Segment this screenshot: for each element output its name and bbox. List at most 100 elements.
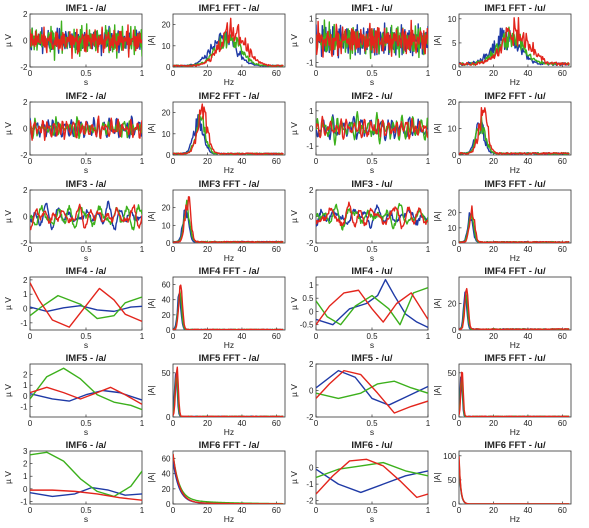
x-tick-label: 1 [426,506,431,515]
series-line-green [316,110,428,146]
x-tick-label: 0.5 [80,157,92,166]
y-tick-label: 60 [162,455,171,464]
y-tick-label: 0 [23,485,28,494]
axes-box [315,363,429,418]
x-tick-label: 40 [237,69,246,78]
y-tick-label: 60 [162,281,171,290]
subplot-title: IMF6 FFT - /a/ [199,440,260,451]
plot-area [316,19,428,60]
series-line-blue [316,278,428,328]
x-tick-label: 40 [237,157,246,166]
y-axis-label: |A| [432,385,442,395]
x-tick-label: 0 [28,332,33,341]
x-axis-label: Hz [510,253,520,263]
x-tick-label: 0 [457,419,462,428]
x-tick-label: 0.5 [80,332,92,341]
y-tick-label: 0 [309,387,314,396]
y-tick-label: 50 [448,369,457,378]
y-tick-label: -2 [306,239,314,248]
subplot-6-4: IMF6 FFT - /u/0 20 40 60 100 50 0 Hz |A| [432,440,572,524]
y-tick-label: 0 [452,151,457,160]
x-tick-label: 20 [489,419,498,428]
y-tick-label: 0 [166,326,171,335]
plot-area [459,17,570,67]
y-tick-label: 20 [162,311,171,320]
y-axis-label: µ V [3,122,13,135]
subplot-title: IMF1 FFT - /a/ [199,3,260,14]
x-tick-label: 20 [203,245,212,254]
subplot-title: IMF4 - /a/ [66,266,107,277]
series-line-green [316,461,428,479]
y-tick-label: 40 [162,470,171,479]
x-tick-label: 1 [426,157,431,166]
y-tick-label: 0 [452,500,457,509]
subplot-4-3: IMF4 - /u/0 0.5 110.50-0.5sµ V [289,266,431,350]
x-tick-label: 60 [558,419,567,428]
x-tick-label: 60 [272,69,281,78]
y-tick-label: 0 [23,37,28,46]
y-tick-label: 10 [448,224,457,233]
x-axis-label: Hz [224,165,234,175]
x-tick-label: 20 [203,69,212,78]
y-tick-label: -1 [20,402,28,411]
x-tick-label: 0.5 [366,506,378,515]
x-tick-label: 40 [523,419,532,428]
y-tick-label: 0 [166,500,171,509]
y-tick-label: 20 [448,209,457,218]
axes-box [458,189,572,244]
series-line-red [30,489,142,501]
x-axis-label: Hz [510,340,520,350]
x-axis-label: s [84,77,88,87]
y-tick-label: 0 [309,464,314,473]
x-tick-label: 60 [272,506,281,515]
subplot-4-4: IMF4 FFT - /u/0 20 40 60 20 0 Hz |A| [432,266,572,350]
y-tick-label: 0 [452,239,457,248]
y-tick-label: -1 [306,59,314,68]
subplot-title: IMF5 FFT - /a/ [199,353,260,364]
subplot-1-2: IMF1 FFT - /a/0 20 40 60 20 10 0 Hz |A| [146,3,286,87]
series-line-red [30,282,142,328]
y-tick-label: -1 [306,480,314,489]
x-tick-label: 0 [28,419,33,428]
subplot-6-3: IMF6 - /u/0 0.5 1 0 -1 -2 s µ V [289,440,431,524]
y-tick-label: -2 [306,413,314,422]
subplot-title: IMF3 - /u/ [351,179,393,190]
subplot-title: IMF2 - /a/ [66,91,107,102]
series-line-red [459,371,570,417]
series-line-red [30,24,142,60]
y-axis-label: |A| [432,35,442,45]
y-tick-label: 2 [23,371,28,380]
y-tick-label: 0 [309,307,314,316]
x-tick-label: 0 [28,245,33,254]
x-tick-label: 40 [237,332,246,341]
x-tick-label: 0 [457,69,462,78]
y-axis-label: |A| [146,385,156,395]
series-line-red [30,386,142,405]
y-tick-label: 1 [23,290,28,299]
x-axis-label: s [84,165,88,175]
y-tick-label: 0 [309,213,314,222]
series-line-green [30,294,142,320]
y-tick-label: 0 [166,239,171,248]
subplot-title: IMF4 FFT - /u/ [484,266,546,277]
x-tick-label: 40 [237,506,246,515]
x-tick-label: 20 [203,332,212,341]
x-tick-label: 20 [489,506,498,515]
subplot-3-1: IMF3 - /a/0 0.5 120-2sµ V [3,179,145,263]
plot-area [30,451,142,501]
y-tick-label: 1 [23,381,28,390]
y-axis-label: µ V [3,210,13,223]
axes-box [458,101,572,156]
x-tick-label: 1 [140,506,145,515]
y-tick-label: -1 [306,142,314,151]
plot-area [316,458,428,499]
x-axis-label: Hz [510,165,520,175]
plot-area [30,20,142,61]
y-tick-label: 0 [452,326,457,335]
y-tick-label: 0.5 [302,294,314,303]
plot-area [459,371,570,417]
x-tick-label: 40 [237,245,246,254]
subplot-title: IMF1 FFT - /u/ [484,3,546,14]
x-tick-label: 0.5 [80,419,92,428]
